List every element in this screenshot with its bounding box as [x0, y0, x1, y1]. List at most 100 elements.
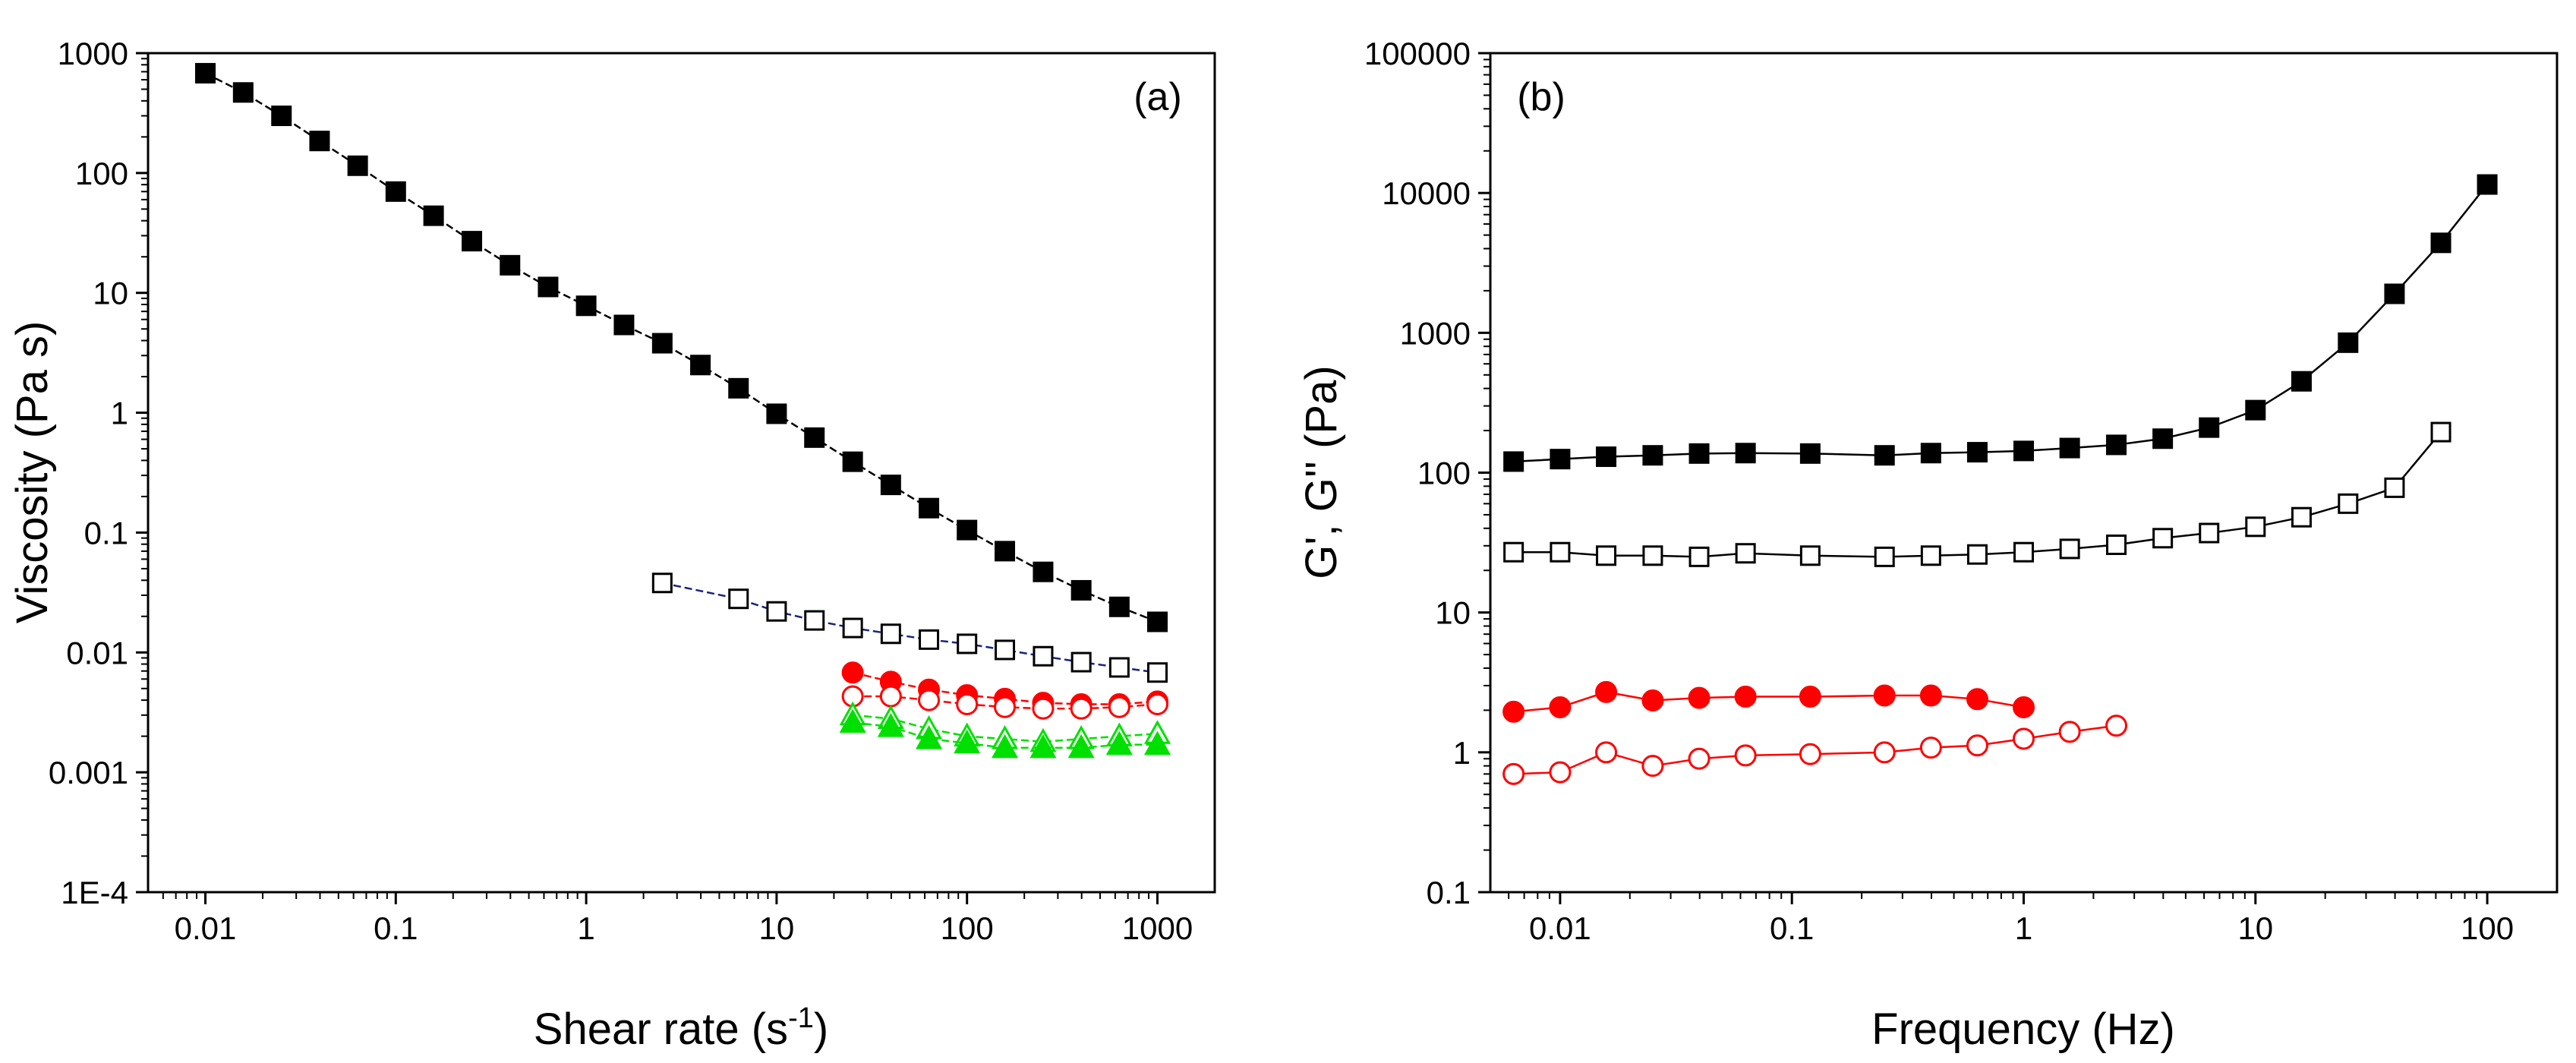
data-point [271, 106, 292, 127]
data-point [1799, 743, 1821, 765]
data-point [1966, 442, 1988, 463]
data-point [1596, 446, 1617, 468]
data-point [880, 623, 901, 645]
series-layer [194, 62, 1171, 759]
data-point [2199, 522, 2220, 544]
data-point [1799, 686, 1821, 708]
y-tick-label: 1 [111, 396, 128, 431]
data-point [2059, 437, 2080, 459]
data-point [1070, 697, 1093, 720]
x-tick-label: 1 [577, 910, 594, 946]
data-point [1641, 689, 1664, 711]
data-point [1688, 546, 1710, 567]
data-point [879, 685, 902, 708]
data-point [804, 427, 825, 448]
series-black-filled-squares [1503, 174, 2498, 472]
y-tick-label: 0.1 [1427, 875, 1471, 910]
data-point [1595, 741, 1618, 764]
data-point [957, 519, 978, 541]
data-point [995, 639, 1016, 661]
y-tick-label: 100 [75, 156, 128, 191]
y-tick-label: 1E-4 [61, 875, 128, 910]
data-point [651, 333, 673, 354]
data-point [766, 601, 787, 622]
x-tick-label: 10 [759, 910, 795, 946]
y-tick-label: 0.001 [49, 755, 128, 790]
data-point [842, 617, 863, 639]
data-point [1029, 733, 1057, 759]
data-point [994, 696, 1017, 718]
data-point [1735, 443, 1756, 464]
data-point [918, 689, 941, 711]
series-red-open-circles [1502, 714, 2128, 785]
data-point [462, 231, 483, 252]
data-point [1503, 541, 1524, 563]
data-point [1642, 445, 1663, 466]
data-point [1688, 686, 1711, 709]
data-point [500, 254, 521, 276]
series-line [1513, 184, 2489, 463]
data-point [309, 131, 330, 152]
series-green-filled-triangles [839, 708, 1171, 759]
data-point [839, 708, 866, 733]
panel-b: 0.01 0.1 1 10 100 0.1 1 10 100 1000 10000 100000 (b… [1297, 36, 2559, 1054]
x-tick-label: 0.01 [175, 910, 237, 946]
data-point [1799, 443, 1821, 464]
data-point [2291, 506, 2312, 528]
data-point [1070, 651, 1092, 673]
data-point [651, 573, 673, 594]
ticks-layer: 0.01 0.1 1 10 100 0.1 1 10 100 1000 10000 100000 [1364, 36, 2514, 946]
y-tick-label: 10 [93, 276, 128, 311]
data-point [1641, 755, 1664, 778]
y-tick-label: 1000 [1400, 315, 1471, 351]
data-point [919, 629, 940, 650]
x-tick-label: 100 [2461, 910, 2514, 946]
panel-label: (a) [1134, 75, 1182, 119]
data-point [957, 633, 978, 655]
data-point [995, 541, 1016, 562]
y-tick-label: 100000 [1364, 36, 1471, 71]
data-point [2245, 399, 2266, 421]
data-point [1966, 734, 1988, 757]
x-tick-label: 100 [941, 910, 994, 946]
x-axis-title: Frequency (Hz) [1871, 1005, 2175, 1054]
series-red-open-circles [841, 685, 1169, 720]
data-point [1874, 546, 1895, 567]
data-point [804, 610, 825, 631]
data-point [1147, 611, 1168, 632]
series-line [1513, 691, 2024, 713]
y-tick-label: 100 [1417, 456, 1471, 491]
data-point [1033, 645, 1054, 667]
data-point [1549, 696, 1572, 718]
data-point [919, 497, 940, 519]
data-point [766, 403, 787, 424]
x-axis-title: Shear rate (s-1) [534, 1002, 828, 1054]
series-layer [1502, 174, 2498, 785]
data-point [690, 355, 711, 376]
data-point [1920, 443, 1941, 464]
data-point [2013, 727, 2035, 750]
y-tick-label: 1 [1453, 735, 1471, 771]
panel-label: (b) [1517, 75, 1565, 119]
data-point [2058, 721, 2081, 743]
x-tick-label: 1000 [1122, 910, 1193, 946]
data-point [1873, 741, 1896, 764]
data-point [1799, 545, 1821, 566]
data-point [194, 62, 216, 84]
data-point [1105, 730, 1133, 755]
data-point [2291, 371, 2312, 392]
series-black-open-squares [651, 573, 1168, 683]
data-point [2477, 174, 2498, 195]
data-point [2430, 421, 2451, 443]
x-tick-label: 0.01 [1529, 910, 1591, 946]
ticks-layer: 0.01 0.1 1 10 100 1000 1E-4 0.001 0.01 0.1 1 10 100 1… [49, 36, 1193, 946]
data-point [423, 205, 444, 226]
data-point [1108, 596, 1130, 617]
data-point [1873, 684, 1896, 707]
data-point [1502, 700, 1525, 723]
data-point [841, 661, 864, 684]
data-point [2105, 714, 2128, 737]
data-point [956, 692, 979, 715]
data-point [1595, 680, 1618, 703]
